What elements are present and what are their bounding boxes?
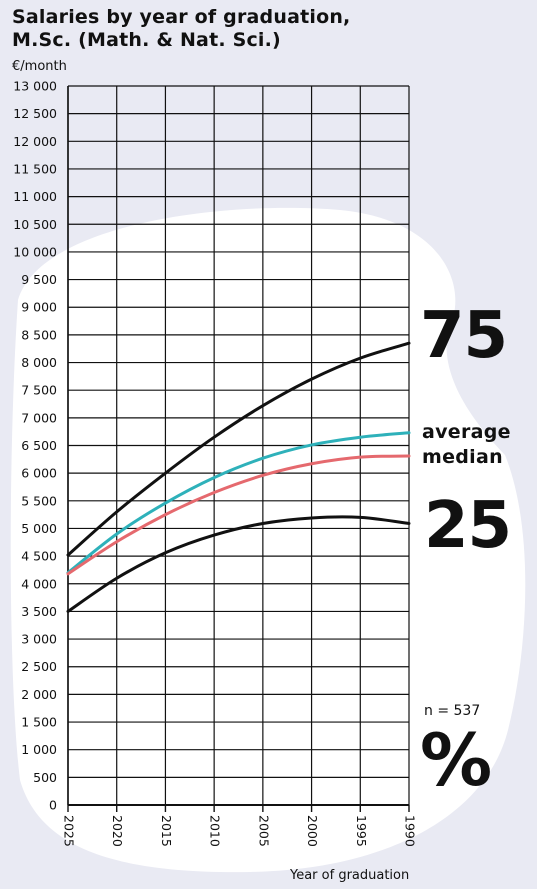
x-tick-label: 2010 xyxy=(208,815,223,847)
y-axis-label: €/month xyxy=(12,59,67,74)
y-tick-label: 4 000 xyxy=(21,576,57,591)
y-tick-label: 7 500 xyxy=(21,383,57,398)
y-tick-label: 8 000 xyxy=(21,355,57,370)
grid xyxy=(67,85,410,812)
y-tick-label: 6 000 xyxy=(21,466,57,481)
y-tick-label: 10 500 xyxy=(13,217,57,232)
x-tick-label: 2015 xyxy=(159,815,174,847)
y-tick-label: 12 000 xyxy=(13,134,57,149)
series-lines xyxy=(66,341,411,613)
x-tick-label: 2025 xyxy=(62,815,77,847)
y-tick-label: 3 000 xyxy=(21,632,57,647)
y-tick-label: 9 500 xyxy=(21,272,57,287)
y-tick-label: 4 500 xyxy=(21,549,57,564)
series-line-75 xyxy=(66,341,411,557)
y-tick-label: 13 000 xyxy=(13,79,57,94)
x-axis-label: Year of graduation xyxy=(290,868,410,883)
y-tick-label: 12 500 xyxy=(13,106,57,121)
y-tick-label: 3 500 xyxy=(21,604,57,619)
series-line-25 xyxy=(66,515,411,613)
chart-title-line1: Salaries by year of graduation, xyxy=(12,6,351,28)
series-label-average: average xyxy=(422,421,511,443)
y-tick-label: 1 000 xyxy=(21,742,57,757)
y-tick-label: 7 000 xyxy=(21,410,57,425)
y-tick-label: 8 500 xyxy=(21,327,57,342)
y-tick-label: 2 500 xyxy=(21,659,57,674)
x-tick-label: 2005 xyxy=(256,815,271,847)
series-line-median xyxy=(66,454,411,576)
x-tick-label: 2000 xyxy=(305,815,320,847)
y-tick-label: 500 xyxy=(33,770,57,785)
y-tick-label: 2 000 xyxy=(21,687,57,702)
x-tick-labels: 2025 2020 2015 2010 2005 2000 1995 1990 xyxy=(62,815,418,847)
series-label-75: 75 xyxy=(420,299,508,373)
percent-sign: % xyxy=(420,718,493,802)
background-blob xyxy=(10,207,526,873)
y-tick-label: 5 000 xyxy=(21,521,57,536)
chart-title: Salaries by year of graduation, M.Sc. (M… xyxy=(12,6,350,52)
y-tick-label: 10 000 xyxy=(13,244,57,259)
y-tick-label: 11 500 xyxy=(13,161,57,176)
x-tick-label: 1990 xyxy=(403,815,418,847)
series-line-average xyxy=(66,431,411,575)
sample-size-label: n = 537 xyxy=(424,703,481,719)
series-label-25: 25 xyxy=(424,489,512,563)
x-tick-label: 2020 xyxy=(110,815,125,847)
y-tick-label: 9 000 xyxy=(21,300,57,315)
x-tick-label: 1995 xyxy=(354,815,369,847)
y-tick-label: 0 xyxy=(49,798,57,813)
y-tick-label: 11 000 xyxy=(13,189,57,204)
y-tick-label: 6 500 xyxy=(21,438,57,453)
y-tick-label: 5 500 xyxy=(21,493,57,508)
series-label-median: median xyxy=(422,446,503,468)
y-tick-label: 1 500 xyxy=(21,715,57,730)
y-tick-labels: 0 500 1 000 1 500 2 000 2 500 3 000 3 500 4 000 4… xyxy=(13,79,57,813)
chart-title-line2: M.Sc. (Math. & Nat. Sci.) xyxy=(12,29,281,51)
